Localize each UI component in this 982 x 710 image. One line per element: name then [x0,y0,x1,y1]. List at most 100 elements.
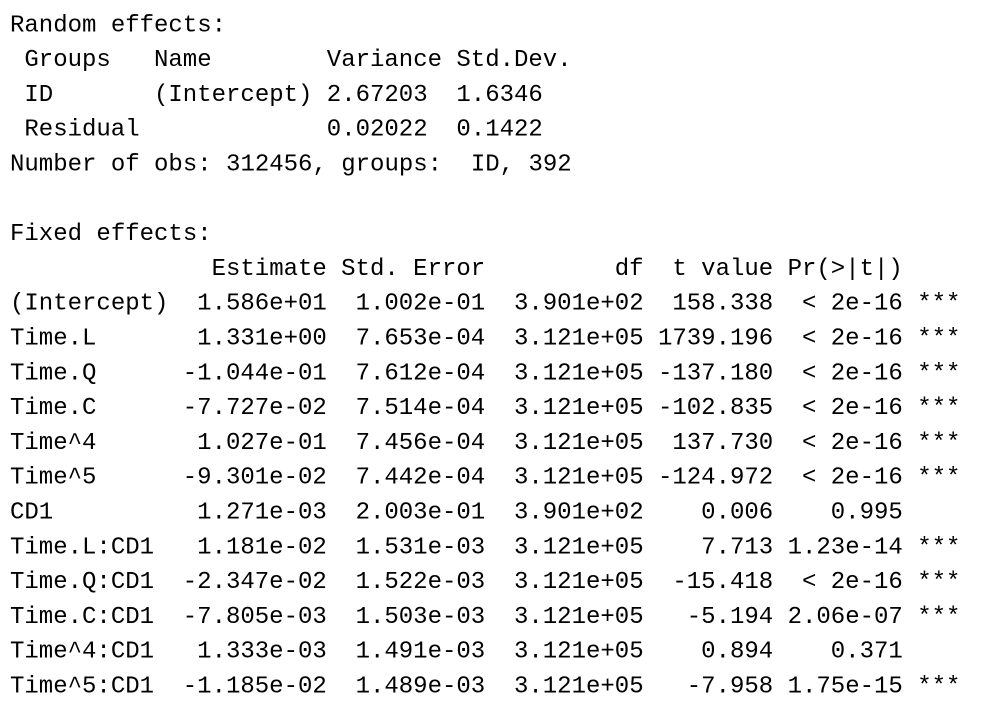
table-cell: -15.418 [672,569,773,596]
column-header: Groups [24,47,110,74]
table-cell: < 2e-16 [802,360,903,387]
row-label: CD1 [10,500,53,527]
table-cell: 3.121e+05 [514,326,644,353]
table-cell: 3.121e+05 [514,465,644,492]
table-cell: 7.514e-04 [356,395,486,422]
column-header: Pr(>|t|) [788,256,903,283]
table-cell: 1739.196 [658,326,773,353]
table-cell: -137.180 [658,360,773,387]
summary-line: Number of obs: 312456, groups: ID, 392 [10,152,572,179]
table-cell: Residual [24,117,139,144]
significance: *** [917,604,960,631]
table-cell: 1.333e-03 [197,639,327,666]
column-header: Variance [327,47,442,74]
column-header: df [615,256,644,283]
table-cell: 3.121e+05 [514,430,644,457]
table-cell: -9.301e-02 [183,465,327,492]
significance: *** [917,326,960,353]
table-cell: -102.835 [658,395,773,422]
table-cell: < 2e-16 [802,291,903,318]
table-cell: 0.006 [701,500,773,527]
table-cell: 3.901e+02 [514,500,644,527]
table-cell: < 2e-16 [802,395,903,422]
significance: *** [917,465,960,492]
table-cell: < 2e-16 [802,569,903,596]
row-label: Time.C [10,395,96,422]
table-cell: 3.121e+05 [514,604,644,631]
row-label: Time^4:CD1 [10,639,154,666]
table-cell: 0.371 [831,639,903,666]
column-header: Std.Dev. [456,47,571,74]
column-header: t value [672,256,773,283]
table-cell: 0.1422 [456,117,542,144]
table-cell: 2.06e-07 [788,604,903,631]
table-cell: 7.456e-04 [356,430,486,457]
table-cell: 7.612e-04 [356,360,486,387]
row-label: (Intercept) [10,291,168,318]
table-cell: -7.958 [687,674,773,701]
table-cell: 0.894 [701,639,773,666]
row-label: Time.L:CD1 [10,534,154,561]
table-cell: 1.75e-15 [788,674,903,701]
table-cell: 1.489e-03 [356,674,486,701]
significance: *** [917,569,960,596]
row-label: Time^5 [10,465,96,492]
table-cell: < 2e-16 [802,326,903,353]
row-label: Time^4 [10,430,96,457]
significance: *** [917,291,960,318]
significance: *** [917,395,960,422]
table-cell: 2.67203 [327,82,428,109]
table-cell: 1.531e-03 [356,534,486,561]
table-cell: 3.121e+05 [514,639,644,666]
table-cell: 2.003e-01 [356,500,486,527]
table-cell: 3.121e+05 [514,569,644,596]
significance: *** [917,360,960,387]
table-cell: 7.713 [701,534,773,561]
table-cell: 1.271e-03 [197,500,327,527]
significance: *** [917,534,960,561]
row-label: Time.Q [10,360,96,387]
table-cell: 1.491e-03 [356,639,486,666]
column-header: Estimate [212,256,327,283]
table-cell: < 2e-16 [802,465,903,492]
table-cell: -1.185e-02 [183,674,327,701]
table-cell: 1.027e-01 [197,430,327,457]
table-cell: 1.331e+00 [197,326,327,353]
table-cell: -2.347e-02 [183,569,327,596]
row-label: Time.L [10,326,96,353]
row-label: Time^5:CD1 [10,674,154,701]
column-header: Name [154,47,212,74]
table-cell: 1.522e-03 [356,569,486,596]
table-cell: 0.02022 [327,117,428,144]
section-title: Random effects: [10,12,226,39]
table-cell: 1.586e+01 [197,291,327,318]
table-cell: 1.6346 [456,82,542,109]
table-cell: 1.181e-02 [197,534,327,561]
row-label: Time.C:CD1 [10,604,154,631]
table-cell: 3.121e+05 [514,534,644,561]
table-cell: 7.442e-04 [356,465,486,492]
table-cell: -1.044e-01 [183,360,327,387]
table-cell: < 2e-16 [802,430,903,457]
table-cell: -5.194 [687,604,773,631]
table-cell: ID [24,82,53,109]
table-cell: -124.972 [658,465,773,492]
table-cell: 1.002e-01 [356,291,486,318]
significance: *** [917,674,960,701]
table-cell: 3.121e+05 [514,395,644,422]
table-cell: 3.121e+05 [514,360,644,387]
table-cell: 1.23e-14 [788,534,903,561]
table-cell: -7.727e-02 [183,395,327,422]
table-cell: 3.121e+05 [514,674,644,701]
table-cell: 137.730 [672,430,773,457]
table-cell: 3.901e+02 [514,291,644,318]
table-cell: 7.653e-04 [356,326,486,353]
table-cell: (Intercept) [154,82,312,109]
table-cell: 1.503e-03 [356,604,486,631]
significance: *** [917,430,960,457]
column-header: Std. Error [341,256,485,283]
row-label: Time.Q:CD1 [10,569,154,596]
table-cell: -7.805e-03 [183,604,327,631]
table-cell: 158.338 [672,291,773,318]
